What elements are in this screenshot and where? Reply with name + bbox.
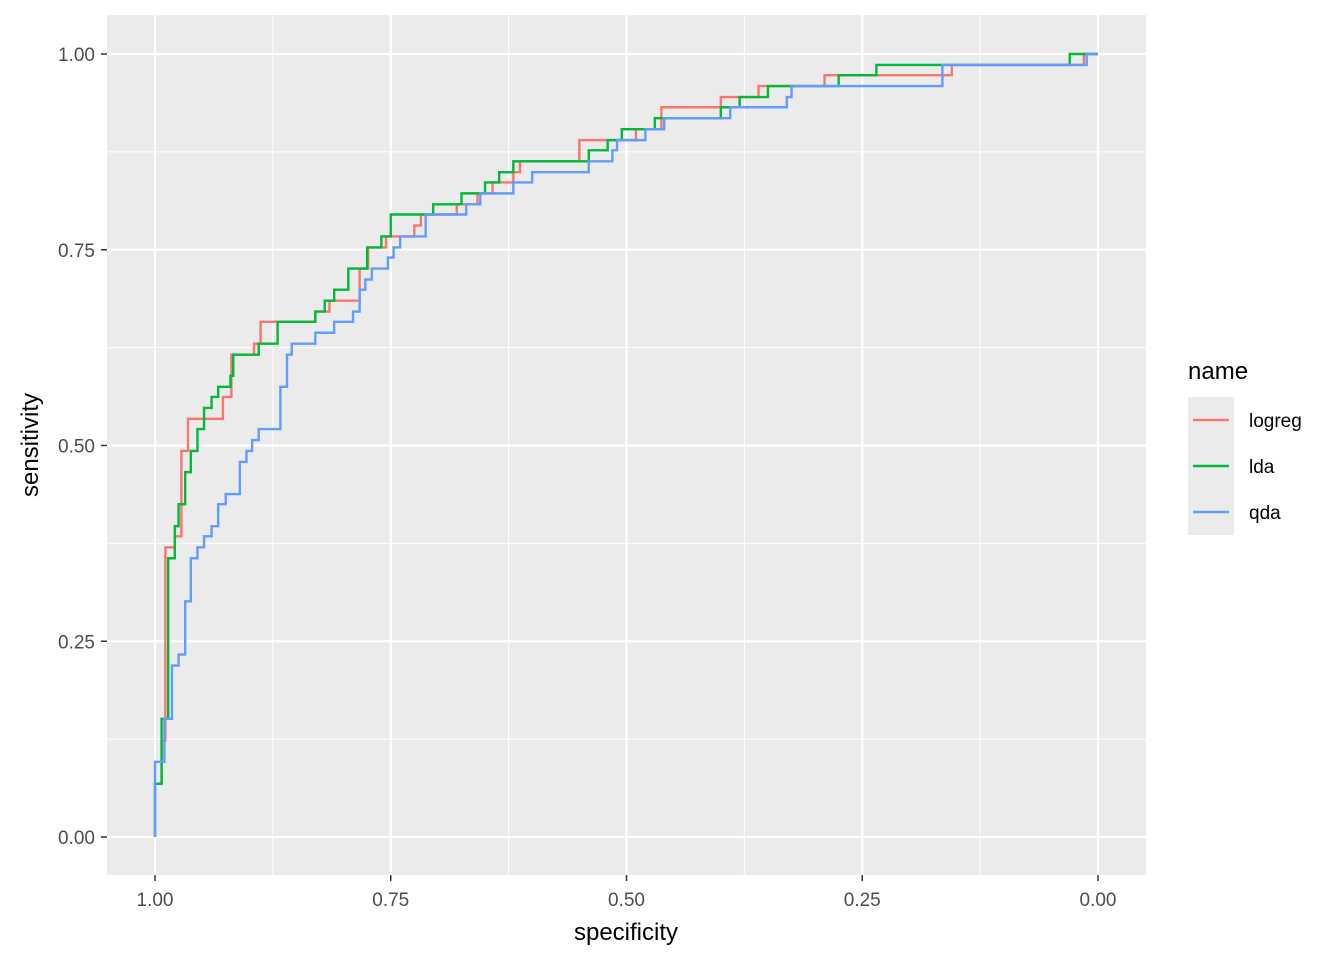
legend-title: name	[1188, 358, 1248, 385]
major-gridlines	[107, 15, 1146, 875]
x-tick-label: 0.75	[372, 890, 409, 911]
x-tick-label: 1.00	[137, 890, 174, 911]
y-tick-label: 0.25	[58, 632, 95, 653]
y-tick-label: 0.75	[58, 241, 95, 262]
series-line-qda	[153, 52, 1098, 837]
x-axis-title: specificity	[574, 919, 678, 946]
series-lines	[153, 52, 1098, 837]
y-tick-label: 0.00	[58, 828, 95, 849]
y-axis-title: sensitivity	[17, 393, 44, 497]
y-tick-label: 1.00	[58, 45, 95, 66]
x-tick-label: 0.50	[608, 890, 645, 911]
legend: name logreg lda qda	[1188, 358, 1302, 535]
x-axis-ticks: 1.00 0.75 0.50 0.25 0.00	[137, 875, 1117, 911]
legend-label-lda: lda	[1249, 457, 1275, 478]
y-tick-label: 0.50	[58, 437, 95, 458]
legend-label-logreg: logreg	[1249, 411, 1302, 432]
x-tick-label: 0.25	[844, 890, 881, 911]
x-tick-label: 0.00	[1080, 890, 1117, 911]
y-axis-ticks: 0.00 0.25 0.50 0.75 1.00	[58, 45, 107, 849]
legend-label-qda: qda	[1249, 503, 1281, 524]
